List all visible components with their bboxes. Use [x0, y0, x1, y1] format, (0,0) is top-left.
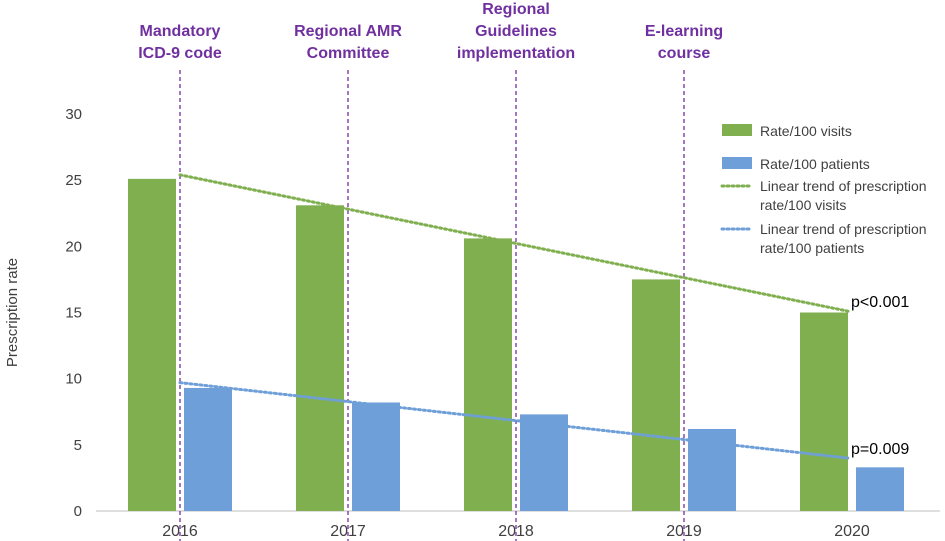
y-tick-label: 15	[65, 305, 82, 322]
p-value-patients: p=0.009	[851, 441, 909, 458]
x-tick-label-2016: 2016	[162, 523, 198, 540]
y-tick-label: 30	[65, 106, 82, 123]
legend-label-trend-visits: rate/100 visits	[760, 197, 846, 213]
y-tick-label: 20	[65, 238, 82, 255]
bar-visits-2020	[800, 312, 848, 511]
legend-swatch-visits	[722, 124, 752, 136]
y-tick-label: 10	[65, 371, 82, 388]
legend-label-visits: Rate/100 visits	[760, 123, 852, 139]
bar-visits-2017	[296, 205, 344, 511]
legend-swatch-patients	[722, 157, 752, 169]
bar-visits-2018	[464, 238, 512, 512]
bar-patients-2016	[184, 387, 232, 511]
event-label-line: Regional AMR	[294, 23, 402, 40]
legend-label-trend-visits: Linear trend of prescription	[760, 178, 927, 194]
bar-patients-2020	[856, 467, 904, 511]
x-tick-label-2018: 2018	[498, 523, 534, 540]
bar-patients-2017	[352, 402, 400, 511]
y-tick-label: 5	[74, 437, 82, 454]
legend-label-trend-patients: Linear trend of prescription	[760, 221, 927, 237]
event-label-line: Committee	[307, 45, 390, 62]
event-label-line: Guidelines	[475, 23, 557, 40]
y-tick-label: 0	[74, 503, 82, 520]
p-value-visits: p<0.001	[851, 294, 909, 311]
y-axis-label: Prescription rate	[4, 258, 21, 367]
trendline-visits	[178, 173, 850, 313]
event-label-line: course	[658, 45, 711, 62]
x-tick-label-2020: 2020	[834, 523, 870, 540]
bar-visits-2019	[632, 279, 680, 511]
event-label-line: Mandatory	[140, 23, 221, 40]
x-tick-label-2019: 2019	[666, 523, 702, 540]
bar-visits-2016	[128, 178, 176, 512]
trendline-patients	[178, 381, 850, 460]
event-label-line: Regional	[482, 1, 550, 18]
legend-label-patients: Rate/100 patients	[760, 156, 870, 172]
event-label-line: ICD-9 code	[138, 45, 222, 62]
x-tick-label-2017: 2017	[330, 523, 366, 540]
event-label-line: E-learning	[645, 23, 723, 40]
legend-label-trend-patients: rate/100 patients	[760, 240, 864, 256]
y-tick-label: 25	[65, 172, 82, 189]
event-label-line: implementation	[457, 45, 575, 62]
bar-patients-2018	[520, 414, 568, 511]
